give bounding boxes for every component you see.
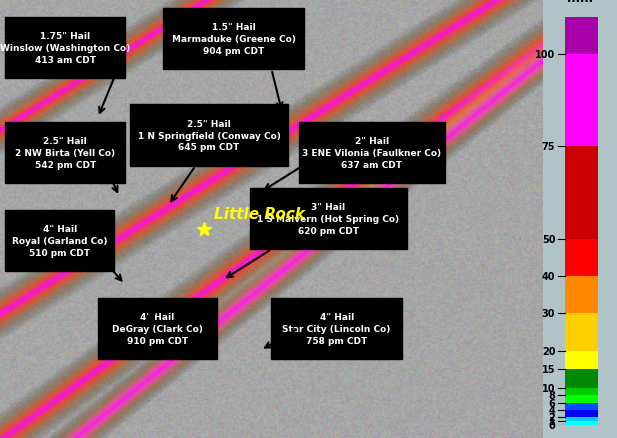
- Text: Little Rock: Little Rock: [215, 206, 305, 221]
- Text: 2.5" Hail
1 N Springfield (Conway Co)
645 pm CDT: 2.5" Hail 1 N Springfield (Conway Co) 64…: [138, 120, 281, 152]
- Text: 30: 30: [542, 309, 555, 319]
- Text: 10: 10: [542, 383, 555, 393]
- Text: 100: 100: [535, 49, 555, 60]
- Text: 4" Hail
Royal (Garland Co)
510 pm CDT: 4" Hail Royal (Garland Co) 510 pm CDT: [12, 225, 107, 257]
- Bar: [565, 369, 598, 388]
- FancyBboxPatch shape: [6, 210, 114, 272]
- Text: 1.75" Hail
Winslow (Washington Co)
413 am CDT: 1.75" Hail Winslow (Washington Co) 413 a…: [0, 32, 130, 64]
- Text: 3" Hail
1 S Malvern (Hot Spring Co)
620 pm CDT: 3" Hail 1 S Malvern (Hot Spring Co) 620 …: [257, 203, 400, 235]
- Bar: [565, 314, 598, 351]
- Bar: [565, 388, 598, 395]
- Bar: [565, 55, 598, 147]
- Bar: [565, 410, 598, 417]
- Text: 4" Hail
DeGray (Clark Co)
910 pm CDT: 4" Hail DeGray (Clark Co) 910 pm CDT: [112, 312, 203, 345]
- Text: 1.5" Hail
Marmaduke (Greene Co)
904 pm CDT: 1.5" Hail Marmaduke (Greene Co) 904 pm C…: [172, 23, 296, 56]
- Bar: [565, 277, 598, 314]
- FancyBboxPatch shape: [250, 188, 407, 250]
- Text: 8: 8: [549, 390, 555, 400]
- Text: 4: 4: [549, 405, 555, 415]
- FancyBboxPatch shape: [163, 9, 304, 70]
- Bar: [565, 417, 598, 421]
- Bar: [565, 395, 598, 403]
- FancyBboxPatch shape: [271, 298, 402, 359]
- Bar: [565, 240, 598, 277]
- Text: 4" Hail
Star City (Lincoln Co)
758 pm CDT: 4" Hail Star City (Lincoln Co) 758 pm CD…: [283, 312, 391, 345]
- Text: 15: 15: [542, 364, 555, 374]
- Bar: [565, 147, 598, 240]
- FancyBboxPatch shape: [130, 105, 288, 166]
- Bar: [565, 18, 598, 55]
- Text: 2.5" Hail
2 NW Birta (Yell Co)
542 pm CDT: 2.5" Hail 2 NW Birta (Yell Co) 542 pm CD…: [15, 137, 115, 170]
- Text: 75: 75: [542, 142, 555, 152]
- FancyBboxPatch shape: [97, 298, 217, 359]
- Text: mm: mm: [567, 0, 593, 5]
- Text: 2: 2: [549, 413, 555, 422]
- Text: 1: 1: [549, 416, 555, 426]
- Text: 0: 0: [549, 420, 555, 430]
- Text: 50: 50: [542, 235, 555, 245]
- Bar: [565, 403, 598, 410]
- Text: 40: 40: [542, 272, 555, 282]
- FancyBboxPatch shape: [299, 123, 445, 184]
- FancyBboxPatch shape: [6, 123, 125, 184]
- Text: 6: 6: [549, 398, 555, 408]
- Bar: [565, 421, 598, 425]
- FancyBboxPatch shape: [6, 18, 125, 79]
- Text: 20: 20: [542, 346, 555, 356]
- Text: 2" Hail
3 ENE Vilonia (Faulkner Co)
637 am CDT: 2" Hail 3 ENE Vilonia (Faulkner Co) 637 …: [302, 137, 442, 170]
- Bar: [565, 351, 598, 369]
